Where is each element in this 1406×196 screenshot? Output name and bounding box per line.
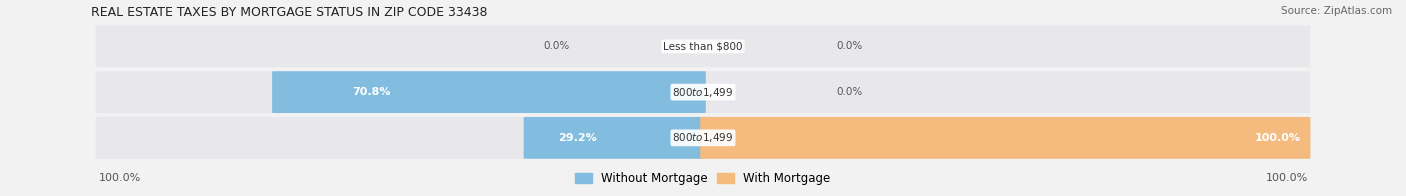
FancyBboxPatch shape (700, 117, 1310, 159)
Legend: Without Mortgage, With Mortgage: Without Mortgage, With Mortgage (571, 168, 835, 190)
Text: 100.0%: 100.0% (1265, 173, 1308, 183)
Text: $800 to $1,499: $800 to $1,499 (672, 86, 734, 99)
Text: 0.0%: 0.0% (837, 87, 863, 97)
Text: Source: ZipAtlas.com: Source: ZipAtlas.com (1281, 6, 1392, 16)
FancyBboxPatch shape (96, 117, 1310, 159)
FancyBboxPatch shape (96, 25, 1310, 67)
Text: 100.0%: 100.0% (1254, 133, 1301, 143)
Text: Less than $800: Less than $800 (664, 41, 742, 51)
FancyBboxPatch shape (96, 71, 1310, 113)
Text: 0.0%: 0.0% (837, 41, 863, 51)
Text: REAL ESTATE TAXES BY MORTGAGE STATUS IN ZIP CODE 33438: REAL ESTATE TAXES BY MORTGAGE STATUS IN … (91, 6, 488, 19)
FancyBboxPatch shape (273, 71, 706, 113)
Text: $800 to $1,499: $800 to $1,499 (672, 131, 734, 144)
Text: 100.0%: 100.0% (98, 173, 141, 183)
FancyBboxPatch shape (523, 117, 706, 159)
Text: 0.0%: 0.0% (543, 41, 569, 51)
Text: 29.2%: 29.2% (558, 133, 598, 143)
Text: 70.8%: 70.8% (352, 87, 391, 97)
